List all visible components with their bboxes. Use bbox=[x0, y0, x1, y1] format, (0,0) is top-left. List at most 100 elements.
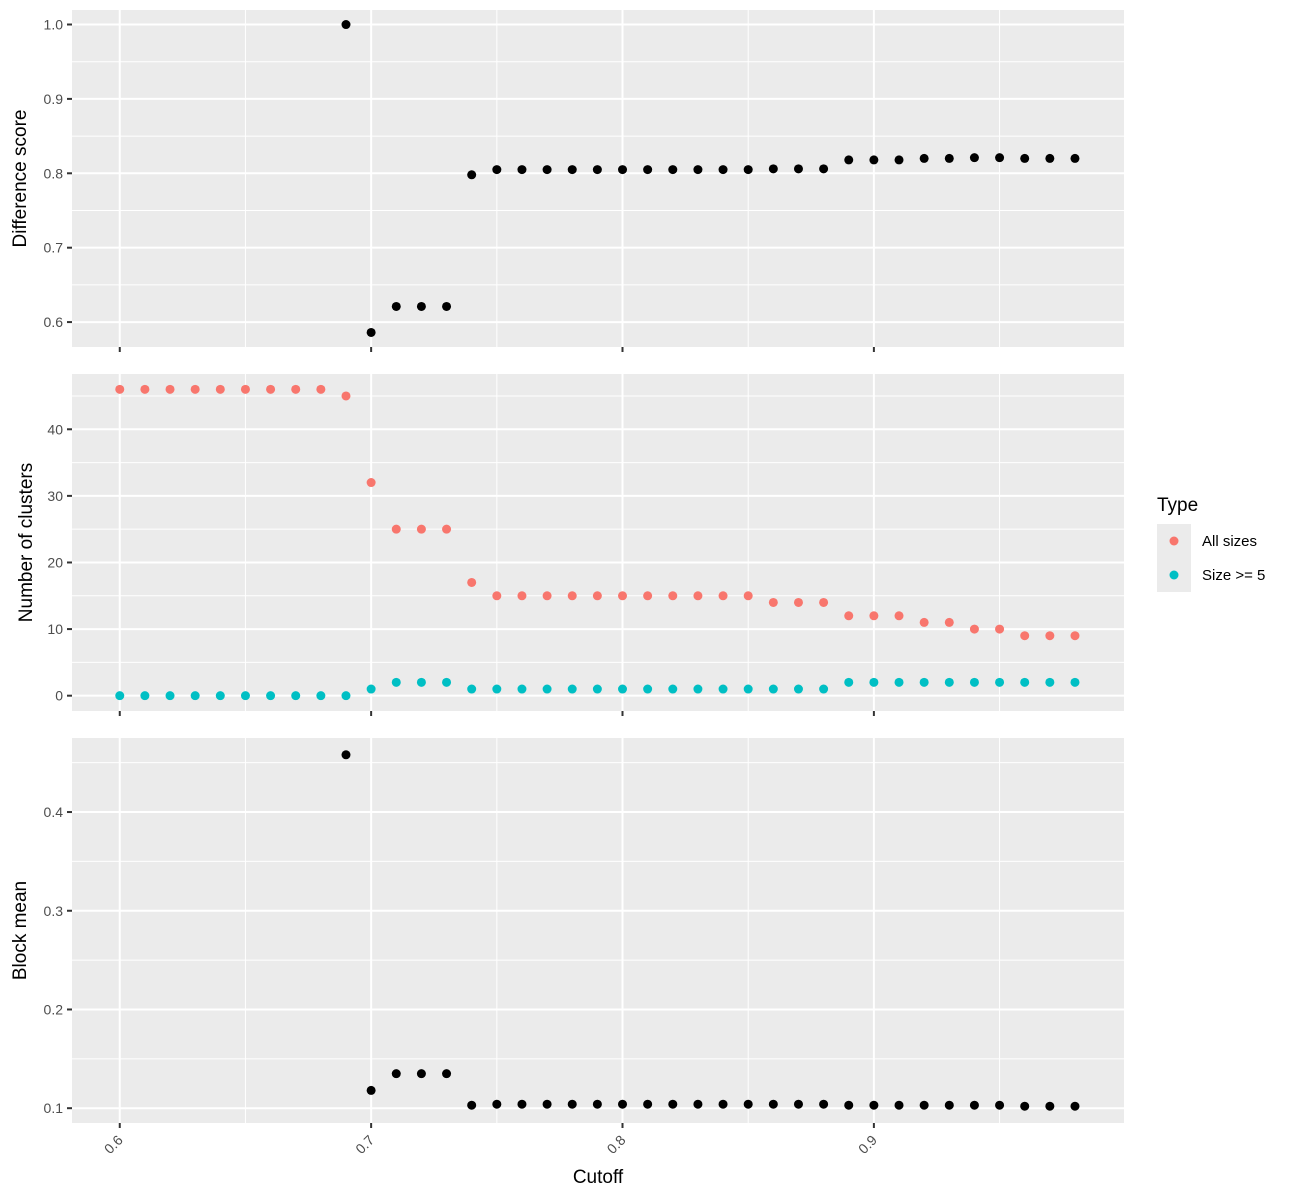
y-tick-label: 40 bbox=[47, 421, 63, 437]
data-point bbox=[467, 1100, 477, 1110]
legend-label: All sizes bbox=[1202, 533, 1257, 550]
data-point bbox=[668, 165, 678, 175]
data-point bbox=[995, 1100, 1005, 1110]
data-point bbox=[693, 1099, 703, 1109]
panel-background bbox=[72, 738, 1124, 1123]
data-point bbox=[743, 1099, 753, 1109]
data-point bbox=[215, 691, 225, 701]
data-point bbox=[115, 691, 125, 701]
data-point bbox=[442, 677, 452, 687]
y-tick-label: 10 bbox=[47, 621, 63, 637]
data-point bbox=[542, 165, 552, 175]
panels-layer: 0.6 0.7 0.8 0.9 1.0 Difference score 0 10 20 30 40… bbox=[10, 10, 1124, 1128]
data-point bbox=[844, 677, 854, 687]
data-point bbox=[266, 384, 276, 394]
data-point bbox=[944, 1100, 954, 1110]
data-point bbox=[442, 524, 452, 534]
data-point bbox=[693, 591, 703, 601]
legend: Type All sizes Size >= 5 bbox=[1157, 495, 1265, 592]
data-point bbox=[1070, 677, 1080, 687]
data-point bbox=[542, 684, 552, 694]
data-point bbox=[693, 165, 703, 175]
data-point bbox=[391, 524, 401, 534]
data-point bbox=[341, 750, 351, 760]
data-point bbox=[819, 1099, 829, 1109]
data-point bbox=[618, 1099, 628, 1109]
data-point bbox=[618, 684, 628, 694]
data-point bbox=[517, 1099, 527, 1109]
data-point bbox=[467, 684, 477, 694]
data-point bbox=[1020, 1101, 1030, 1111]
data-point bbox=[416, 677, 426, 687]
data-point bbox=[492, 165, 502, 175]
data-point bbox=[718, 165, 728, 175]
data-point bbox=[643, 1099, 653, 1109]
data-point bbox=[567, 1099, 577, 1109]
data-point bbox=[517, 684, 527, 694]
data-point bbox=[643, 165, 653, 175]
data-point bbox=[643, 591, 653, 601]
data-point bbox=[341, 691, 351, 701]
panel-3: 0.1 0.2 0.3 0.4 Block mean bbox=[10, 738, 1124, 1128]
data-point bbox=[1045, 631, 1055, 641]
data-point bbox=[567, 684, 577, 694]
data-point bbox=[140, 384, 150, 394]
y-tick-label: 0.4 bbox=[44, 804, 64, 820]
data-point bbox=[316, 384, 326, 394]
x-tick-label: 0.7 bbox=[352, 1132, 377, 1157]
y-tick-label: 1.0 bbox=[44, 17, 64, 33]
data-point bbox=[316, 691, 326, 701]
data-point bbox=[1070, 631, 1080, 641]
data-point bbox=[743, 591, 753, 601]
y-tick-label: 0.3 bbox=[44, 903, 64, 919]
data-point bbox=[768, 684, 778, 694]
data-point bbox=[517, 591, 527, 601]
data-point bbox=[618, 165, 628, 175]
data-point bbox=[718, 591, 728, 601]
data-point bbox=[592, 165, 602, 175]
data-point bbox=[467, 577, 477, 587]
data-point bbox=[944, 617, 954, 627]
series-1 bbox=[341, 750, 1080, 1111]
x-axis-title: Cutoff bbox=[573, 1167, 624, 1188]
data-point bbox=[869, 1100, 879, 1110]
data-point bbox=[819, 684, 829, 694]
x-tick-label: 0.8 bbox=[604, 1132, 629, 1157]
data-point bbox=[1020, 631, 1030, 641]
data-point bbox=[618, 591, 628, 601]
data-point bbox=[894, 611, 904, 621]
series-2 bbox=[115, 677, 1080, 701]
data-point bbox=[140, 691, 150, 701]
data-point bbox=[944, 153, 954, 163]
data-point bbox=[894, 677, 904, 687]
data-point bbox=[190, 691, 200, 701]
data-point bbox=[492, 684, 502, 694]
data-point bbox=[542, 591, 552, 601]
data-point bbox=[793, 1099, 803, 1109]
legend-title: Type bbox=[1157, 495, 1198, 516]
data-point bbox=[165, 384, 175, 394]
data-point bbox=[743, 684, 753, 694]
data-point bbox=[693, 684, 703, 694]
data-point bbox=[366, 684, 376, 694]
data-point bbox=[165, 691, 175, 701]
data-point bbox=[517, 165, 527, 175]
data-point bbox=[969, 153, 979, 163]
data-point bbox=[416, 1069, 426, 1079]
data-point bbox=[366, 1085, 376, 1095]
panel-background bbox=[72, 10, 1124, 347]
data-point bbox=[416, 301, 426, 311]
data-point bbox=[718, 684, 728, 694]
data-point bbox=[919, 153, 929, 163]
data-point bbox=[341, 391, 351, 401]
data-point bbox=[542, 1099, 552, 1109]
data-point bbox=[592, 1099, 602, 1109]
data-point bbox=[919, 1100, 929, 1110]
data-point bbox=[793, 164, 803, 174]
legend-marker bbox=[1169, 536, 1179, 546]
legend-entries: All sizes Size >= 5 bbox=[1157, 524, 1265, 592]
data-point bbox=[768, 1099, 778, 1109]
data-point bbox=[592, 684, 602, 694]
y-tick-label: 0 bbox=[55, 688, 63, 704]
x-tick-label: 0.6 bbox=[101, 1132, 126, 1157]
